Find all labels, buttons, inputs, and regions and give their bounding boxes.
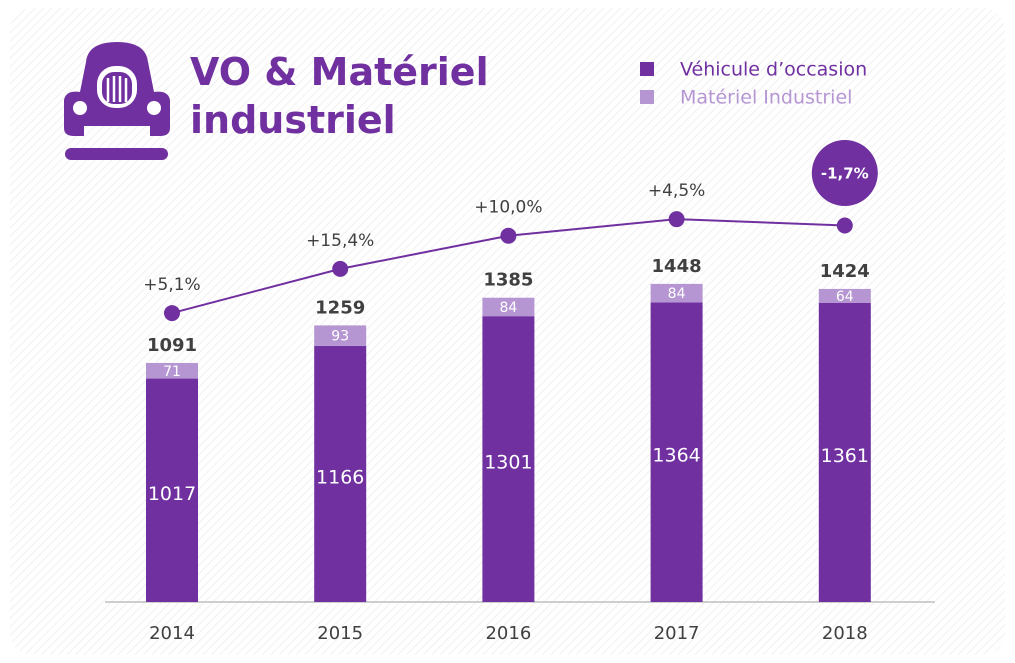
growth-label: +5,1%	[143, 275, 200, 295]
line-point	[332, 260, 349, 277]
legend-swatch	[640, 90, 654, 104]
x-tick-label: 2018	[822, 623, 868, 644]
bar-segment	[482, 297, 535, 317]
bar-segment	[650, 302, 703, 602]
value-label: 1301	[484, 452, 532, 474]
bar-segment	[650, 283, 703, 303]
total-label: 1424	[820, 261, 870, 282]
line-point	[836, 217, 853, 234]
bar-segment	[818, 288, 871, 303]
chart-title: VO & Matériel industriel	[190, 50, 489, 142]
value-label: 71	[163, 364, 181, 380]
legend-label: Matériel Industriel	[680, 87, 852, 109]
growth-badge	[811, 140, 878, 206]
growth-label: +15,4%	[306, 231, 374, 251]
total-label: 1259	[315, 297, 365, 318]
line-point	[668, 211, 685, 228]
legend-swatch	[640, 62, 654, 76]
bar-segment	[146, 362, 198, 379]
value-label: 1364	[652, 445, 700, 467]
line-point	[500, 227, 517, 244]
value-label: 64	[836, 289, 854, 305]
value-label: 84	[668, 286, 686, 302]
x-tick-label: 2015	[317, 623, 363, 644]
car-icon	[64, 42, 170, 160]
growth-label: +4,5%	[648, 181, 705, 201]
total-label: 1448	[652, 256, 702, 277]
growth-label: +10,0%	[474, 198, 542, 218]
bar-segment	[314, 325, 367, 346]
bar-segment	[482, 316, 535, 602]
total-label: 1385	[483, 270, 533, 291]
value-label: 84	[499, 300, 517, 316]
bar-segment	[314, 345, 367, 602]
x-tick-label: 2017	[654, 623, 700, 644]
value-label: 93	[331, 329, 349, 345]
line-point	[164, 305, 180, 322]
value-label: 1166	[316, 466, 364, 488]
x-tick-label: 2016	[485, 623, 531, 644]
bar-segment	[146, 378, 198, 602]
bar-segment	[818, 302, 871, 602]
value-label: 1361	[821, 445, 869, 467]
x-tick-label: 2014	[149, 623, 195, 644]
growth-label: -1,7%	[821, 165, 869, 183]
total-label: 1091	[147, 335, 197, 356]
legend-label: Véhicule d’occasion	[680, 59, 867, 81]
value-label: 1017	[148, 483, 196, 505]
